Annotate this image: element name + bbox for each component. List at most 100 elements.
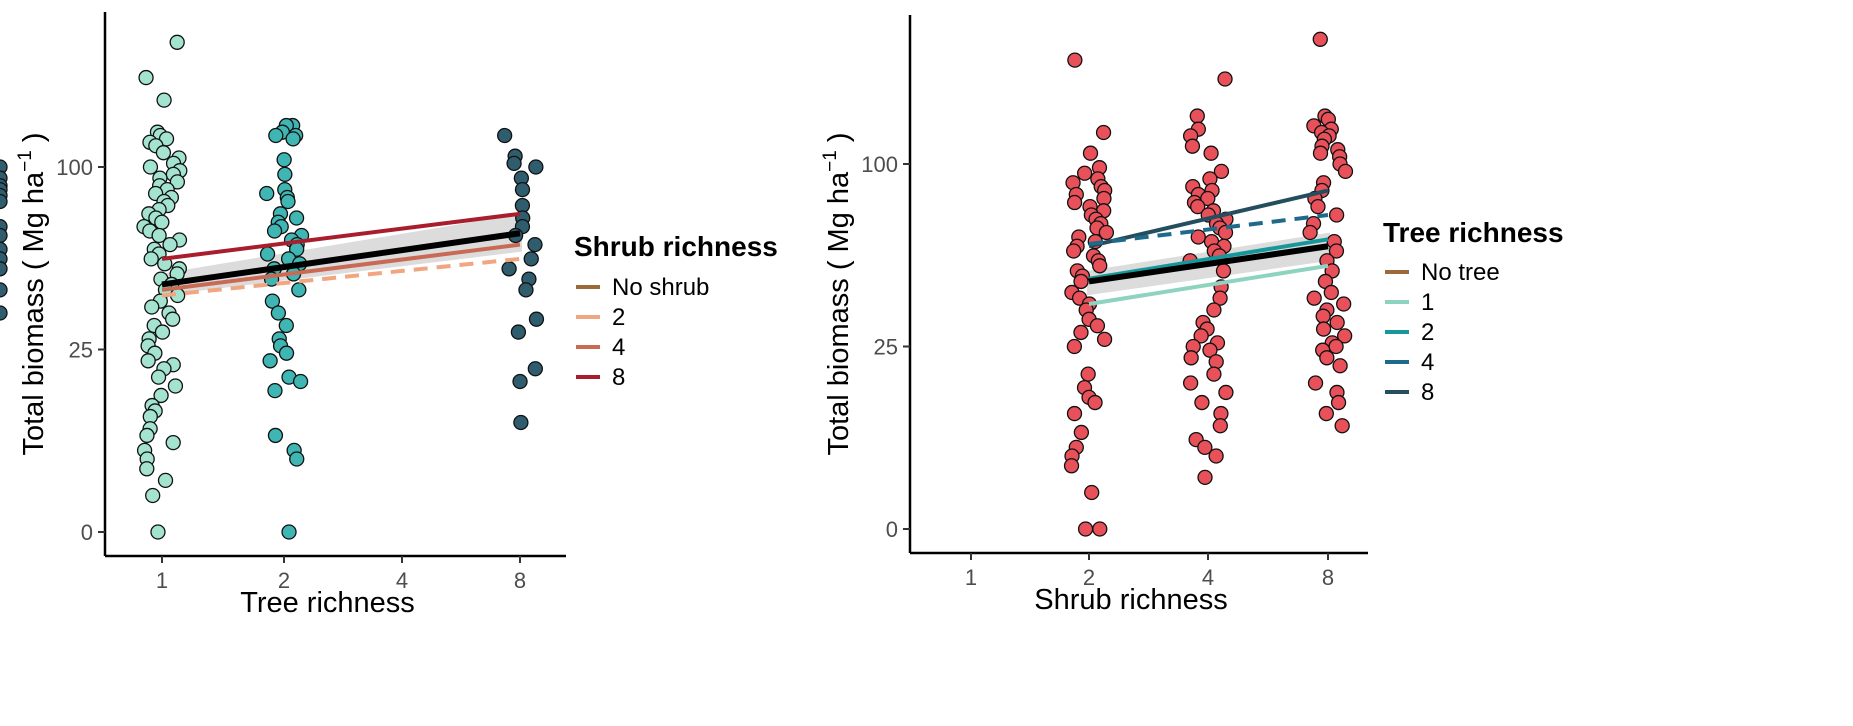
y-axis-title: Total biomass ( Mg ha−1 ) xyxy=(820,132,855,455)
data-point xyxy=(270,305,287,321)
data-point xyxy=(1203,145,1219,161)
legend-label: 2 xyxy=(1421,319,1434,346)
data-point xyxy=(1184,138,1201,154)
data-point xyxy=(1092,521,1108,537)
series-line-2 xyxy=(1088,237,1329,281)
x-tick-label: 8 xyxy=(514,568,526,593)
data-point xyxy=(1095,124,1112,141)
y-tick-label: 25 xyxy=(69,338,93,363)
data-point xyxy=(1302,224,1318,241)
data-point xyxy=(167,378,184,394)
data-point xyxy=(1323,284,1339,301)
data-point xyxy=(1319,350,1335,366)
legend-label: 4 xyxy=(1421,349,1434,376)
data-point xyxy=(1206,366,1222,382)
data-point xyxy=(1089,318,1106,334)
data-point xyxy=(266,223,283,239)
data-point xyxy=(138,69,154,86)
data-point xyxy=(1337,163,1354,180)
data-point xyxy=(1073,324,1089,341)
data-point xyxy=(0,193,8,210)
data-point xyxy=(1202,342,1218,358)
data-point xyxy=(264,293,281,309)
data-point xyxy=(527,236,543,253)
data-point xyxy=(268,127,284,144)
data-point xyxy=(1307,375,1324,391)
data-point xyxy=(1312,145,1329,161)
data-point xyxy=(281,524,297,540)
data-point xyxy=(0,159,8,175)
data-point xyxy=(1315,308,1331,324)
data-point xyxy=(154,214,170,230)
data-point xyxy=(1310,198,1326,215)
data-point xyxy=(155,145,172,161)
data-point xyxy=(1066,194,1083,211)
data-point xyxy=(0,282,8,298)
data-point xyxy=(289,451,305,467)
data-point xyxy=(151,227,167,244)
left-panel: 0 25 100 1 2 4 8 Tree richness Total biomass ( M… xyxy=(0,12,778,619)
data-point xyxy=(259,185,275,202)
legend-title: Tree richness xyxy=(1383,217,1564,248)
data-point xyxy=(1217,71,1233,87)
series-line-2 xyxy=(161,256,521,298)
data-point xyxy=(277,166,293,183)
data-point xyxy=(267,427,284,444)
data-point xyxy=(165,434,181,451)
data-point xyxy=(291,282,307,298)
data-point xyxy=(150,524,166,540)
data-point xyxy=(169,34,185,50)
x-tick-label: 2 xyxy=(1083,565,1095,590)
series-line-1 xyxy=(1088,263,1329,306)
data-point xyxy=(1096,331,1113,347)
data-point xyxy=(1080,366,1096,382)
data-point xyxy=(1077,521,1094,537)
data-point xyxy=(510,324,527,340)
y-tick-label: 100 xyxy=(56,155,93,180)
data-point xyxy=(1213,163,1230,180)
data-point xyxy=(285,131,301,147)
legend-label: No tree xyxy=(1421,259,1500,286)
data-point xyxy=(1076,165,1093,181)
data-point xyxy=(1336,296,1352,312)
x-tick-label: 4 xyxy=(396,568,408,593)
data-point xyxy=(288,210,305,226)
x-tick-label: 8 xyxy=(1322,565,1334,590)
data-point xyxy=(1218,384,1234,401)
data-point xyxy=(512,373,528,390)
y-tick-label: 0 xyxy=(886,517,898,542)
data-point xyxy=(157,472,174,489)
x-tick-label: 1 xyxy=(156,568,168,593)
y-tick-label: 0 xyxy=(81,520,93,545)
y-tick-label: 100 xyxy=(861,152,898,177)
right-panel: 0 25 100 1 2 4 8 Shrub richness Total biomass ( … xyxy=(820,15,1564,616)
data-point xyxy=(278,345,295,361)
legend-label: 2 xyxy=(612,304,625,331)
data-point xyxy=(1087,394,1103,411)
data-point xyxy=(1332,358,1348,374)
series-line-8 xyxy=(161,211,521,261)
data-point xyxy=(142,159,159,175)
data-point xyxy=(154,324,171,340)
data-point xyxy=(165,311,181,327)
data-point xyxy=(1318,405,1334,422)
data-point xyxy=(139,427,155,444)
data-point xyxy=(1063,458,1080,474)
data-point xyxy=(1190,229,1206,245)
data-point xyxy=(1330,394,1347,411)
data-point xyxy=(1193,328,1209,344)
data-point xyxy=(1098,224,1115,241)
data-point xyxy=(140,353,156,369)
data-point xyxy=(1073,424,1090,441)
legend-label: 8 xyxy=(1421,379,1434,406)
data-point xyxy=(169,174,186,190)
data-point xyxy=(1067,52,1083,68)
data-point xyxy=(1189,108,1205,124)
data-point xyxy=(1190,198,1206,215)
data-point xyxy=(528,159,544,175)
series-line-4 xyxy=(1088,213,1329,246)
data-point xyxy=(1212,418,1228,434)
series-line-no-shrub xyxy=(161,230,521,288)
y-axis-title: Total biomass ( Mg ha−1 ) xyxy=(15,132,50,455)
